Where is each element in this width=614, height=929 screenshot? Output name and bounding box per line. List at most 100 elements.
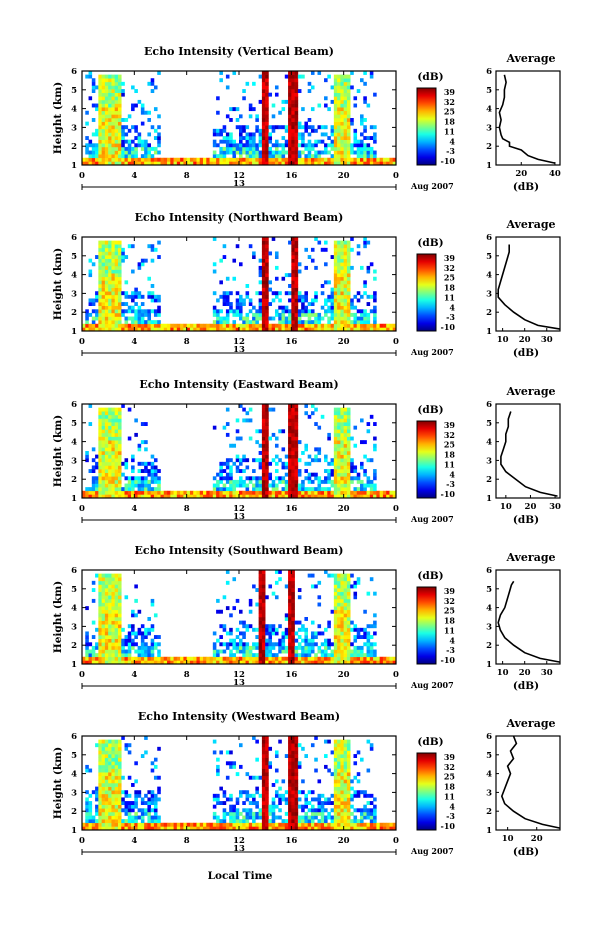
echo-cell xyxy=(232,143,237,148)
echo-cell xyxy=(176,157,181,162)
echo-cell xyxy=(111,273,116,278)
echo-cell xyxy=(134,631,138,636)
echo-cell xyxy=(265,139,269,144)
echo-cell xyxy=(232,761,237,766)
echo-cell xyxy=(353,465,358,470)
echo-cell xyxy=(82,161,86,166)
echo-cell xyxy=(111,157,116,162)
echo-cell xyxy=(252,255,256,259)
echo-cell xyxy=(117,157,122,162)
echo-cell xyxy=(121,157,125,162)
echo-cell xyxy=(343,316,348,321)
echo-cell xyxy=(301,660,305,665)
echo-cell xyxy=(114,451,119,455)
echo-cell xyxy=(330,656,335,661)
echo-cell xyxy=(157,157,161,162)
echo-cell xyxy=(144,645,148,650)
echo-cell xyxy=(114,606,119,611)
echo-cell xyxy=(291,653,295,658)
echo-cell xyxy=(288,476,292,481)
echo-cell xyxy=(258,638,263,643)
echo-cell xyxy=(340,81,344,86)
echo-cell xyxy=(304,490,308,495)
echo-cell xyxy=(95,793,99,798)
echo-cell xyxy=(176,494,181,499)
echo-cell xyxy=(327,494,331,499)
echo-cell xyxy=(307,472,312,477)
echo-cell xyxy=(258,649,263,654)
echo-cell xyxy=(294,476,299,481)
echo-cell xyxy=(327,316,331,321)
month-label: Aug 2007 xyxy=(410,181,454,191)
echo-cell xyxy=(245,797,250,802)
echo-cell xyxy=(216,320,220,325)
echo-cell xyxy=(144,161,148,166)
echo-cell xyxy=(140,815,145,820)
echo-cell xyxy=(225,660,230,665)
echo-cell xyxy=(229,107,233,112)
echo-cell xyxy=(104,125,109,130)
echo-cell xyxy=(278,429,282,434)
echo-cell xyxy=(242,645,246,650)
echo-cell xyxy=(265,743,269,748)
echo-cell xyxy=(239,132,243,137)
echo-cell xyxy=(274,327,279,332)
echo-cell xyxy=(98,265,102,270)
echo-cell xyxy=(324,161,328,166)
echo-cell xyxy=(203,822,207,827)
echo-cell xyxy=(346,244,351,249)
echo-cell xyxy=(373,305,377,310)
echo-cell xyxy=(294,815,299,820)
echo-cell xyxy=(85,136,89,140)
echo-cell xyxy=(239,826,243,831)
echo-cell xyxy=(117,251,122,256)
echo-cell xyxy=(379,327,384,332)
echo-cell xyxy=(124,323,129,328)
echo-cell xyxy=(111,653,116,658)
echo-cell xyxy=(291,598,295,603)
colorbar-tick-label: 11 xyxy=(444,625,455,635)
echo-cell xyxy=(232,157,237,162)
echo-cell xyxy=(333,276,338,281)
echo-cell xyxy=(91,161,96,166)
echo-cell xyxy=(222,320,227,325)
echo-cell xyxy=(144,146,148,151)
echo-cell xyxy=(330,573,335,578)
echo-cell xyxy=(317,157,322,162)
y-axis-label: Height (km) xyxy=(52,248,64,320)
echo-cell xyxy=(382,660,387,665)
echo-cell xyxy=(255,312,259,317)
echo-cell xyxy=(111,447,116,452)
echo-cell xyxy=(363,635,367,639)
echo-cell xyxy=(239,143,243,148)
echo-cell xyxy=(268,161,273,166)
echo-cell xyxy=(258,606,263,611)
month-label: Aug 2007 xyxy=(410,514,454,524)
echo-cell xyxy=(327,487,331,492)
echo-cell xyxy=(111,746,116,751)
echo-cell xyxy=(288,750,292,755)
echo-cell xyxy=(245,656,250,661)
echo-cell xyxy=(343,255,348,259)
echo-cell xyxy=(199,826,204,831)
echo-cell xyxy=(265,483,269,488)
echo-cell xyxy=(281,645,286,650)
echo-cell xyxy=(140,642,145,647)
echo-cell xyxy=(304,291,308,296)
x-tick-label: 0 xyxy=(393,337,399,347)
echo-cell xyxy=(153,107,158,112)
echo-cell xyxy=(245,660,250,665)
echo-cell xyxy=(252,154,256,159)
echo-cell xyxy=(98,804,102,809)
echo-cell xyxy=(314,454,318,459)
echo-cell xyxy=(88,815,93,820)
echo-cell xyxy=(117,602,122,607)
echo-cell xyxy=(261,132,266,137)
echo-cell xyxy=(239,790,243,795)
echo-cell xyxy=(366,154,371,159)
echo-cell xyxy=(265,150,269,155)
echo-cell xyxy=(265,429,269,434)
echo-cell xyxy=(288,461,292,466)
echo-cell xyxy=(346,425,351,430)
echo-cell xyxy=(343,487,348,492)
